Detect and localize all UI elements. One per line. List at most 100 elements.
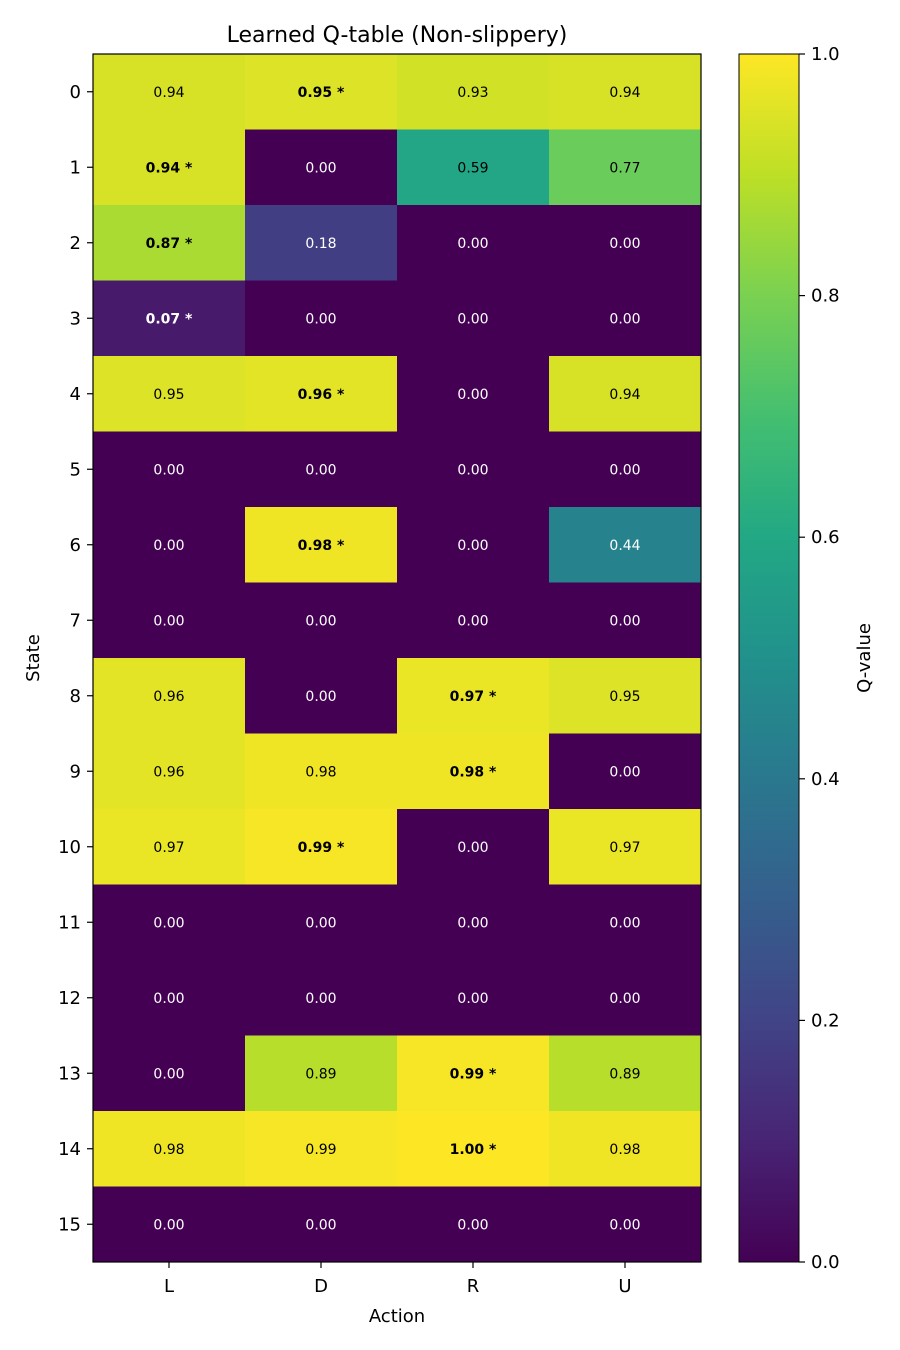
heatmap-cell: [397, 658, 550, 734]
y-tick-label: 11: [58, 912, 81, 933]
heatmap-cell: [245, 658, 398, 734]
cell-label: 0.59: [457, 160, 488, 176]
y-tick-label: 12: [58, 988, 81, 1009]
heatmap-cell: [93, 582, 246, 659]
cell-label: 0.98: [153, 1142, 184, 1158]
colorbar-tick-label: 0.0: [811, 1252, 840, 1273]
heatmap-cell: [397, 884, 550, 961]
heatmap-cell: [245, 582, 398, 659]
cell-label: 0.00: [457, 1217, 488, 1233]
cell-label: 0.00: [305, 915, 336, 931]
cell-label: 0.97: [609, 840, 640, 856]
cell-label: 0.77: [609, 160, 640, 176]
colorbar-tick-label: 0.2: [811, 1010, 840, 1031]
heatmap-cell: [93, 658, 246, 734]
heatmap-cell: [549, 507, 702, 583]
heatmap-cell: [93, 205, 246, 281]
cell-label: 0.00: [457, 613, 488, 629]
cell-label: 0.00: [609, 764, 640, 780]
heatmap-cell: [549, 54, 702, 130]
cell-label: 0.00: [457, 462, 488, 478]
cell-label: 0.00: [153, 991, 184, 1007]
x-tick-label: L: [164, 1276, 174, 1297]
heatmap-cell: [93, 960, 246, 1036]
cell-label: 0.00: [457, 915, 488, 931]
cell-label-best: 0.99 *: [450, 1066, 497, 1082]
y-tick-label: 1: [70, 157, 81, 178]
cell-label: 0.44: [609, 538, 640, 554]
x-tick-label: U: [618, 1276, 631, 1297]
heatmap-cell: [245, 356, 398, 432]
cell-label-best: 0.96 *: [298, 387, 345, 403]
cell-label: 0.00: [609, 613, 640, 629]
heatmap-cell: [549, 733, 702, 810]
heatmap-cell: [93, 1035, 246, 1112]
heatmap-cell: [397, 356, 550, 432]
cell-label: 0.00: [457, 991, 488, 1007]
heatmap-cell: [397, 129, 550, 206]
y-tick-label: 13: [58, 1063, 81, 1084]
y-tick-label: 6: [70, 535, 81, 556]
heatmap-cell: [549, 1111, 702, 1187]
heatmap-cell: [245, 1035, 398, 1112]
y-tick-label: 0: [70, 82, 81, 103]
cell-label-best: 0.95 *: [298, 85, 345, 101]
heatmap-cells: [93, 54, 702, 1263]
heatmap-cell: [549, 205, 702, 281]
heatmap-cell: [549, 431, 702, 508]
cell-label-best: 0.98 *: [298, 538, 345, 554]
cell-label: 0.00: [305, 991, 336, 1007]
heatmap-cell: [549, 809, 702, 885]
heatmap-cell: [93, 884, 246, 961]
y-tick-label: 3: [70, 308, 81, 329]
heatmap-cell: [245, 960, 398, 1036]
cell-label: 0.00: [153, 613, 184, 629]
y-tick-label: 7: [70, 610, 81, 631]
cell-label: 0.00: [305, 1217, 336, 1233]
cell-label: 0.00: [457, 840, 488, 856]
heatmap-cell: [93, 809, 246, 885]
heatmap-cell: [397, 733, 550, 810]
heatmap-cell: [397, 431, 550, 508]
cell-label: 0.00: [153, 1066, 184, 1082]
heatmap-cell: [93, 129, 246, 206]
cell-label-best: 0.98 *: [450, 764, 497, 780]
heatmap-cell: [245, 1186, 398, 1263]
heatmap-cell: [397, 809, 550, 885]
cell-label: 0.00: [305, 160, 336, 176]
colorbar-tick-label: 0.4: [811, 769, 840, 790]
cell-label: 0.00: [305, 613, 336, 629]
cell-label: 0.93: [457, 85, 488, 101]
heatmap-cell: [549, 129, 702, 206]
heatmap-cell: [549, 1186, 702, 1263]
y-tick-label: 9: [70, 761, 81, 782]
cell-label: 0.94: [153, 85, 184, 101]
heatmap-cell: [549, 356, 702, 432]
cell-label-best: 0.87 *: [146, 236, 193, 252]
y-tick-label: 10: [58, 837, 81, 858]
cell-label: 0.00: [609, 915, 640, 931]
colorbar-tick-label: 0.8: [811, 286, 840, 307]
y-tick-label: 8: [70, 686, 81, 707]
heatmap-cell: [93, 280, 246, 357]
cell-label: 0.00: [153, 462, 184, 478]
cell-label: 0.95: [153, 387, 184, 403]
y-tick-label: 2: [70, 233, 81, 254]
cell-label: 0.98: [305, 764, 336, 780]
y-tick-label: 15: [58, 1214, 81, 1235]
heatmap-cell: [397, 960, 550, 1036]
cell-label: 0.00: [457, 311, 488, 327]
cell-label: 0.97: [153, 840, 184, 856]
heatmap-cell: [93, 1111, 246, 1187]
cell-label: 0.00: [609, 1217, 640, 1233]
heatmap-cell: [397, 280, 550, 357]
cell-label: 0.96: [153, 689, 184, 705]
heatmap-cell: [245, 733, 398, 810]
y-tick-label: 14: [58, 1139, 81, 1160]
cell-label: 0.00: [609, 311, 640, 327]
heatmap-cell: [397, 582, 550, 659]
cell-label: 0.00: [305, 311, 336, 327]
heatmap-cell: [245, 884, 398, 961]
heatmap-cell: [93, 507, 246, 583]
